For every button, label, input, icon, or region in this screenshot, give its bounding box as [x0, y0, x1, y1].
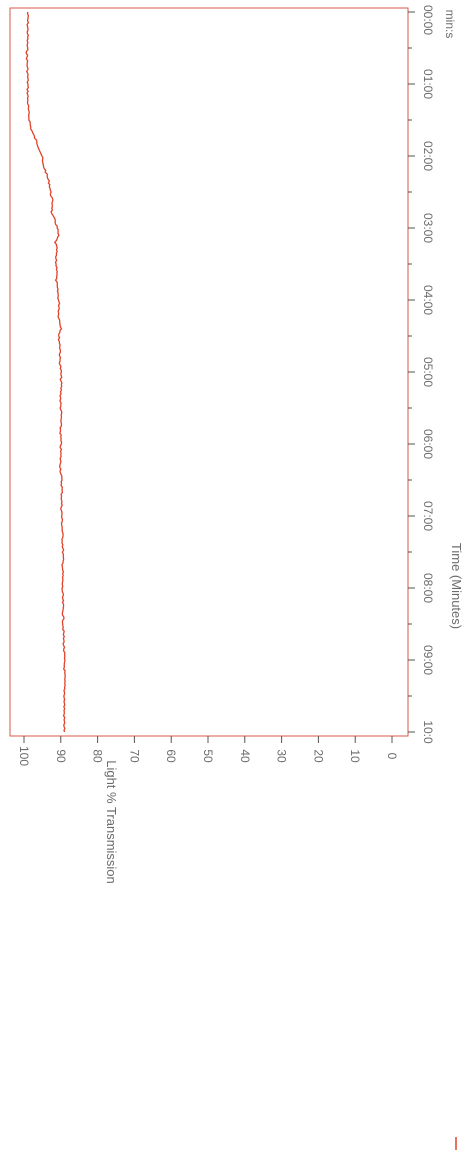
y-tick-label: 80 [91, 749, 105, 763]
x-tick-label: 00:00 [421, 5, 435, 35]
x-tick-label: 06:00 [421, 429, 435, 459]
y-axis-title: Light % Transmission [104, 760, 119, 884]
y-tick-label: 40 [238, 749, 252, 763]
y-axis-ticks: 100 90 80 70 60 50 40 30 20 10 0 [17, 736, 399, 766]
x-axis-title: Time (Minutes) [449, 543, 464, 629]
y-tick-label: 50 [201, 749, 215, 763]
y-tick-label: 100 [17, 746, 31, 766]
x-tick-label: 04:00 [421, 285, 435, 315]
x-tick-label: 01:00 [421, 69, 435, 99]
x-tick-label: 10:0 [421, 720, 435, 744]
x-tick-label: 05:00 [421, 357, 435, 387]
series-line [25, 11, 66, 733]
x-axis-ticks: 00:00 01:00 02:00 03:00 04:00 05:00 06:00 07:00… [408, 5, 435, 744]
y-tick-label: 10 [348, 749, 362, 763]
y-tick-label: 70 [127, 749, 141, 763]
y-tick-label: 90 [54, 749, 68, 763]
y-tick-label: 60 [164, 749, 178, 763]
x-tick-label: 02:00 [421, 141, 435, 171]
x-tick-label: 09:00 [421, 645, 435, 675]
y-tick-label: 30 [275, 749, 289, 763]
plot-frame [9, 7, 409, 737]
x-tick-label: 07:00 [421, 501, 435, 531]
y-tick-label: 20 [311, 749, 325, 763]
x-axis-unit-label: min:s [443, 10, 457, 39]
x-tick-label: 08:00 [421, 573, 435, 603]
y-tick-label: 0 [385, 753, 399, 760]
x-tick-label: 03:00 [421, 213, 435, 243]
